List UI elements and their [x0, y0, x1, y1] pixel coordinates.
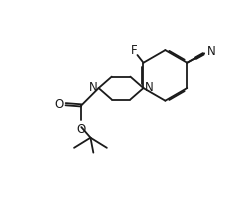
Text: N: N	[88, 81, 97, 94]
Text: O: O	[77, 123, 86, 137]
Text: N: N	[145, 81, 154, 94]
Text: N: N	[207, 45, 216, 58]
Text: O: O	[54, 98, 63, 111]
Text: F: F	[131, 44, 138, 57]
